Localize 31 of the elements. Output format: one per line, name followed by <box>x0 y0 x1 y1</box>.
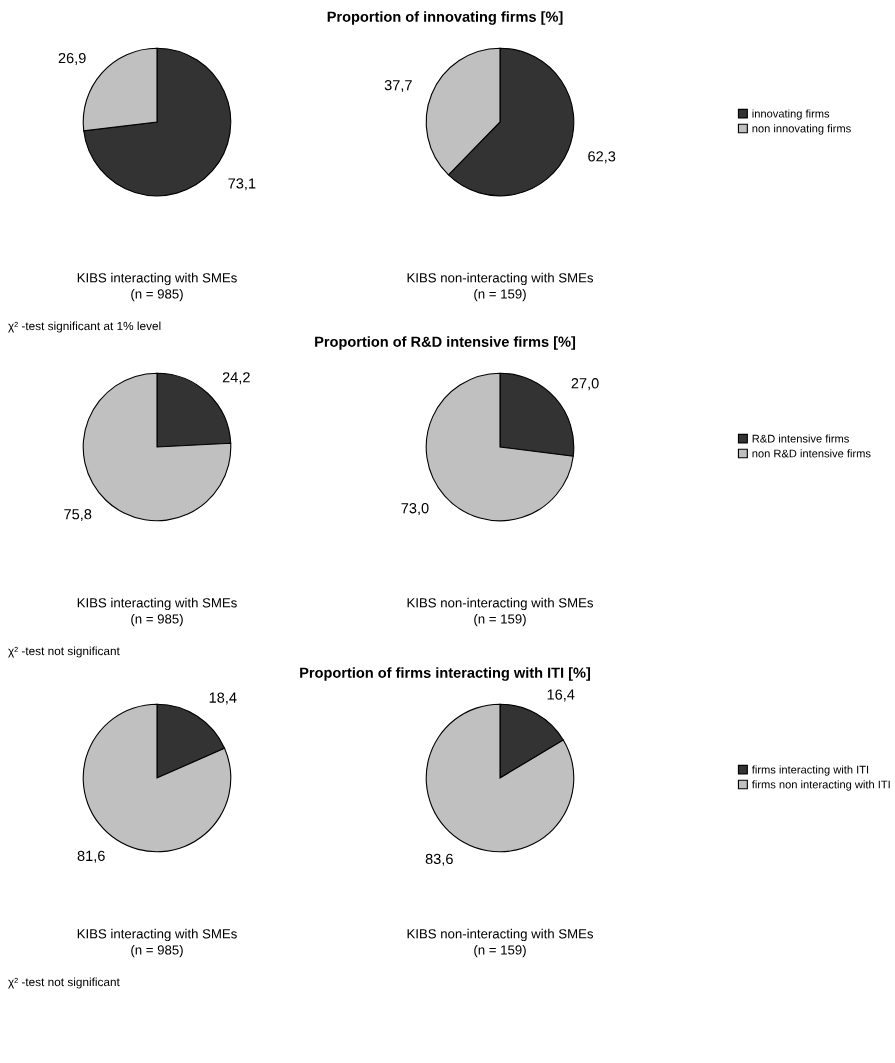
legend-label: R&D intensive firms <box>752 434 849 443</box>
legend-label: non innovating firms <box>752 124 851 135</box>
text: χ² -test not significant <box>8 646 120 658</box>
pie-slice <box>425 703 575 853</box>
chart-title: Proportion of innovating firms [%] <box>327 11 563 25</box>
legend-label: non R&D intensive firms <box>752 449 871 458</box>
text: χ² -test not significant <box>8 977 120 989</box>
data-label: 18,4 <box>209 692 237 705</box>
data-label: 73,0 <box>401 503 429 516</box>
legend-label: innovating firms <box>752 109 830 120</box>
data-label: 26,9 <box>58 52 86 65</box>
text: KIBS interacting with SMEs (n = 985) <box>77 272 237 302</box>
data-label: 75,8 <box>64 509 92 522</box>
data-label: 27,0 <box>571 378 599 391</box>
data-label: 83,6 <box>425 853 453 866</box>
data-label: 16,4 <box>547 689 575 702</box>
text: KIBS interacting with SMEs (n = 985) <box>77 597 237 627</box>
text: KIBS interacting with SMEs (n = 985) <box>77 928 237 958</box>
data-label: 24,2 <box>222 372 250 385</box>
legend-label: firms non interacting with ITI <box>751 780 890 791</box>
chart-title: Proportion of R&D intensive firms [%] <box>315 336 576 350</box>
data-label: 81,6 <box>77 850 105 863</box>
chart-title: Proportion of firms interacting with ITI [%] <box>300 667 591 681</box>
text: KIBS non-interacting with SMEs (n = 159) <box>407 272 594 302</box>
data-label: 37,7 <box>384 79 412 93</box>
data-label: 73,1 <box>228 178 256 191</box>
text: KIBS non-interacting with SMEs (n = 159) <box>407 597 594 627</box>
legend-label: firms interacting with ITI <box>751 765 869 776</box>
data-label: 62,3 <box>588 151 616 164</box>
text: KIBS non-interacting with SMEs (n = 159) <box>407 928 594 958</box>
text: χ² -test significant at 1% level <box>8 321 161 333</box>
